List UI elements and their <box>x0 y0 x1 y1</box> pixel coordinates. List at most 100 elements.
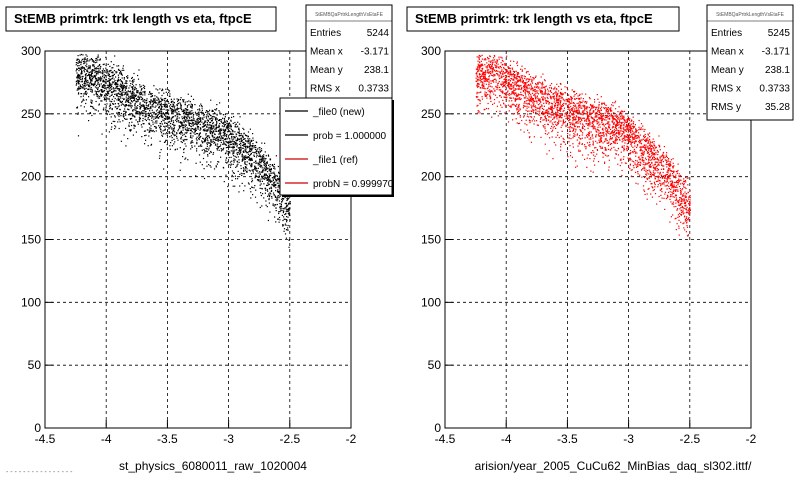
data-point <box>131 96 133 98</box>
data-point <box>648 177 650 179</box>
data-point <box>176 132 178 134</box>
data-point <box>163 92 165 94</box>
data-point <box>243 145 245 148</box>
data-point <box>178 126 180 128</box>
data-point <box>144 118 146 120</box>
data-point <box>119 85 121 87</box>
data-point <box>126 92 128 94</box>
data-point <box>553 99 555 101</box>
data-point <box>127 98 129 100</box>
data-point <box>232 153 234 155</box>
data-point <box>205 111 207 113</box>
data-point <box>251 158 253 160</box>
data-point <box>226 150 228 152</box>
data-point <box>287 212 289 214</box>
data-point <box>131 94 133 96</box>
data-point <box>285 237 287 239</box>
data-point <box>533 89 535 91</box>
data-point <box>595 129 597 131</box>
data-point <box>198 111 200 113</box>
data-point <box>151 130 153 132</box>
data-point <box>132 92 134 94</box>
data-point <box>209 131 211 133</box>
data-point <box>133 92 135 94</box>
data-point <box>657 184 659 186</box>
data-point <box>156 117 158 119</box>
data-point <box>611 138 613 140</box>
data-point <box>174 109 176 112</box>
data-point <box>76 107 78 109</box>
data-point <box>83 93 85 95</box>
data-point <box>214 142 216 144</box>
data-point <box>161 88 163 90</box>
data-point <box>131 105 133 107</box>
data-point <box>560 108 562 110</box>
data-point <box>282 224 284 226</box>
data-point <box>584 158 586 160</box>
data-point <box>142 120 144 122</box>
data-point <box>552 114 555 116</box>
data-point <box>585 146 587 148</box>
data-point <box>583 125 586 127</box>
data-point <box>140 104 142 106</box>
data-point <box>596 121 598 123</box>
data-point <box>169 95 171 97</box>
data-point <box>616 114 618 116</box>
data-point <box>551 113 553 115</box>
data-point <box>114 103 116 105</box>
data-point <box>648 173 650 175</box>
data-point <box>586 101 588 103</box>
data-point <box>649 166 651 168</box>
data-point <box>268 173 270 175</box>
data-point <box>164 128 166 130</box>
data-point <box>632 165 634 167</box>
data-point <box>85 90 87 92</box>
data-point <box>116 83 118 85</box>
data-point <box>266 184 268 186</box>
data-point <box>678 173 680 175</box>
data-point <box>234 144 236 146</box>
data-point <box>161 123 163 125</box>
data-point <box>99 71 101 73</box>
data-point <box>675 174 677 176</box>
data-point <box>106 69 108 71</box>
data-point <box>267 182 269 184</box>
data-point <box>580 117 582 119</box>
data-point <box>105 107 107 109</box>
data-point <box>236 133 238 135</box>
data-point <box>106 91 109 93</box>
data-point <box>163 120 165 122</box>
data-point <box>133 94 135 96</box>
data-point <box>139 118 141 120</box>
data-point <box>146 101 148 103</box>
data-point <box>187 128 189 130</box>
data-point <box>196 114 198 116</box>
data-point <box>518 73 520 75</box>
data-point <box>625 124 628 126</box>
data-point <box>576 102 578 105</box>
data-point <box>201 149 203 151</box>
data-point <box>177 99 180 101</box>
data-point <box>201 105 203 107</box>
data-point <box>216 108 218 110</box>
data-point <box>91 76 93 78</box>
data-point <box>232 131 234 133</box>
data-point <box>144 112 146 114</box>
data-point <box>271 195 273 198</box>
data-point <box>194 130 196 133</box>
data-point <box>90 80 92 82</box>
data-point <box>607 129 609 131</box>
data-point <box>240 165 242 167</box>
data-point <box>155 88 157 90</box>
data-point <box>645 173 647 175</box>
data-point <box>164 133 166 135</box>
data-point <box>236 144 238 146</box>
data-point <box>569 98 571 100</box>
data-point <box>197 126 199 128</box>
data-point <box>240 133 243 135</box>
data-point <box>189 136 192 139</box>
data-point <box>522 107 524 109</box>
data-point <box>261 171 263 173</box>
data-point <box>286 204 288 206</box>
data-point <box>209 114 211 116</box>
